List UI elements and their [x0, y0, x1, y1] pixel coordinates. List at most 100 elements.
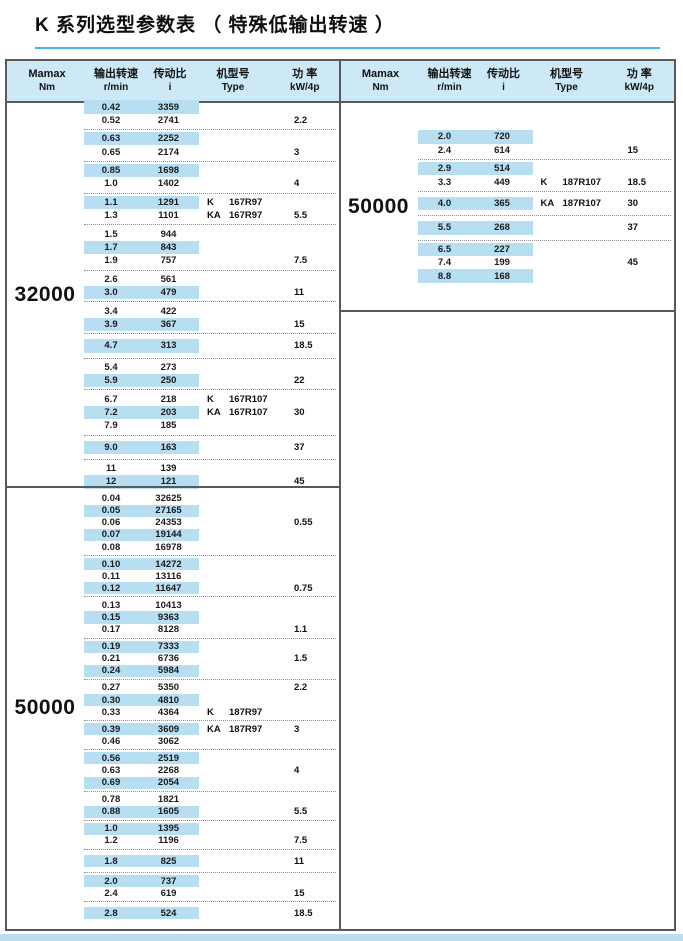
ratio-value: 3609 [157, 723, 180, 735]
speed-group: 0.10 14272 0.11 13116 0.12 11647 0.75 [84, 556, 336, 598]
power-value: 5.5 [294, 806, 308, 818]
speed-group: 1.5 944 1.7 843 1.9 757 7.5 [84, 225, 336, 271]
ratio-value: 2054 [157, 777, 180, 789]
model-number: 187R107 [562, 197, 602, 209]
output-speed-value: 0.12 [101, 582, 121, 594]
output-speed-value: 0.88 [101, 806, 121, 818]
speed-group: 1.1 1291 K 167R97 1.3 1101 KA 167R97 5.5 [84, 194, 336, 226]
model-type-cell: KA 187R97 [199, 724, 291, 735]
speed-group: 0.13 10413 0.15 9363 0.17 8128 1.1 [84, 597, 336, 639]
output-speed-value: 11 [105, 463, 117, 475]
table-row: 0.27 5350 2.2 [84, 682, 336, 694]
ratio-value: 199 [494, 257, 510, 269]
speed-group: 0.56 2519 0.63 2268 4 0.69 2054 [84, 750, 336, 792]
speed-ratio-cell: 0.11 13116 [84, 570, 199, 582]
power-value: 18.5 [294, 907, 313, 919]
output-speed-value: 3.9 [104, 318, 118, 330]
output-speed-value: 7.2 [104, 406, 118, 418]
power-value: 15 [627, 144, 639, 156]
torque-rating-label: 50000 [348, 194, 409, 218]
speed-ratio-cell: 7.9 185 [84, 419, 199, 432]
model-number: 187R97 [229, 706, 263, 718]
ratio-value: 3062 [157, 735, 180, 747]
output-speed-value: 1.1 [104, 196, 118, 208]
table-row: 1.1 1291 K 167R97 [84, 195, 336, 210]
table-row: 1.9 757 7.5 [84, 254, 336, 267]
speed-ratio-cell: 0.05 27165 [84, 504, 199, 517]
speed-ratio-cell: 5.9 250 [84, 373, 199, 388]
torque-section: 32000 0.42 3359 0.52 2741 2.2 0.63 2252 0.65 2174… [7, 100, 339, 489]
table-row: 2.0 720 [417, 130, 672, 144]
output-speed-value: 2.0 [104, 875, 118, 887]
table-row: 5.4 273 [84, 361, 336, 374]
table-row: 0.07 19144 [84, 528, 336, 541]
speed-group: 2.8 524 18.5 [84, 902, 336, 924]
ratio-value: 1196 [158, 835, 179, 847]
speed-ratio-cell: 1.9 757 [84, 254, 199, 267]
speed-group: 0.04 32625 0.05 27165 0.06 24353 0.55 0.07 19144… [84, 491, 336, 557]
speed-ratio-cell: 0.19 7333 [84, 640, 199, 653]
ratio-value: 168 [494, 270, 510, 282]
speed-ratio-cell: 2.9 514 [417, 162, 533, 176]
output-speed-value: 2.9 [437, 163, 452, 175]
ratio-value: 614 [494, 144, 510, 156]
table-row: 6.7 218 K 167R107 [84, 392, 336, 405]
speed-ratio-cell: 7.4 199 [418, 256, 533, 269]
speed-ratio-cell: 0.52 2741 [84, 114, 199, 127]
ratio-value: 16978 [155, 541, 182, 553]
speed-ratio-cell: 0.39 3609 [84, 723, 199, 736]
table-row: 2.6 561 [84, 273, 336, 286]
output-speed-value: 1.3 [104, 210, 118, 222]
speed-ratio-cell: 2.0 720 [417, 130, 533, 144]
speed-group: 1.8 825 11 [84, 850, 336, 874]
ratio-value: 9363 [157, 611, 180, 623]
col-header-torque: Mamax Nm [28, 67, 66, 93]
table-row: 3.0 479 11 [84, 286, 336, 300]
table-row: 8.8 168 [417, 269, 672, 283]
power-value: 3 [294, 146, 300, 158]
model-number: 167R97 [229, 196, 263, 208]
table-row: 4.7 313 18.5 [84, 339, 336, 353]
model-series: KA [207, 723, 221, 735]
speed-ratio-cell: 5.4 273 [84, 361, 199, 374]
model-series: KA [540, 197, 555, 209]
ratio-value: 1402 [157, 178, 180, 190]
speed-ratio-cell: 11 139 [84, 462, 199, 475]
speed-group: 11 139 12 121 45 [84, 460, 336, 491]
ratio-value: 2519 [157, 752, 180, 764]
output-speed-value: 1.8 [104, 855, 118, 867]
speed-ratio-cell: 1.0 1395 [84, 822, 199, 835]
output-speed-value: 9.0 [104, 441, 118, 453]
torque-section: 50000 2.0 720 2.4 614 15 2.9 514 3.3 449 K 187R107 1… [341, 103, 675, 310]
output-speed-value: 0.65 [101, 146, 121, 158]
output-speed-value: 0.52 [101, 114, 121, 126]
output-speed-value: 0.15 [101, 611, 121, 623]
table-row: 1.5 944 [84, 227, 336, 240]
column-header-row: Mamax Nm 输出转速 r/min 传动比 i 机型号 Type 功 率 k… [340, 61, 674, 103]
speed-ratio-cell: 4.7 313 [84, 339, 199, 353]
speed-group: 2.9 514 3.3 449 K 187R107 18.5 [417, 160, 671, 192]
ratio-value: 8128 [157, 624, 180, 636]
table-row: 0.24 5984 [84, 664, 336, 677]
power-value: 15 [294, 318, 305, 330]
output-speed-value: 1.7 [104, 242, 118, 254]
output-speed-value: 0.11 [102, 570, 120, 582]
ratio-value: 5984 [157, 665, 180, 677]
output-speed-value: 2.4 [437, 144, 452, 156]
output-speed-value: 1.0 [104, 178, 118, 190]
col-header-power: 功 率 kW/4p [624, 67, 654, 93]
torque-rating-label: 32000 [14, 282, 76, 306]
table-row: 2.4 614 15 [418, 144, 672, 157]
output-speed-value: 0.07 [101, 529, 121, 541]
ratio-value: 268 [494, 222, 510, 234]
ratio-value: 4364 [157, 706, 180, 718]
table-row: 0.21 6736 1.5 [84, 653, 336, 665]
output-speed-value: 0.13 [101, 599, 121, 611]
ratio-value: 422 [160, 305, 177, 317]
power-value: 11 [294, 855, 305, 867]
speed-group: 1.0 1395 1.2 1196 7.5 [84, 821, 336, 851]
col-header-torque: Mamax Nm [361, 67, 400, 93]
table-row: 0.63 2268 4 [84, 764, 336, 776]
speed-ratio-cell: 0.13 10413 [84, 599, 199, 611]
speed-ratio-cell: 0.04 32625 [84, 493, 199, 505]
